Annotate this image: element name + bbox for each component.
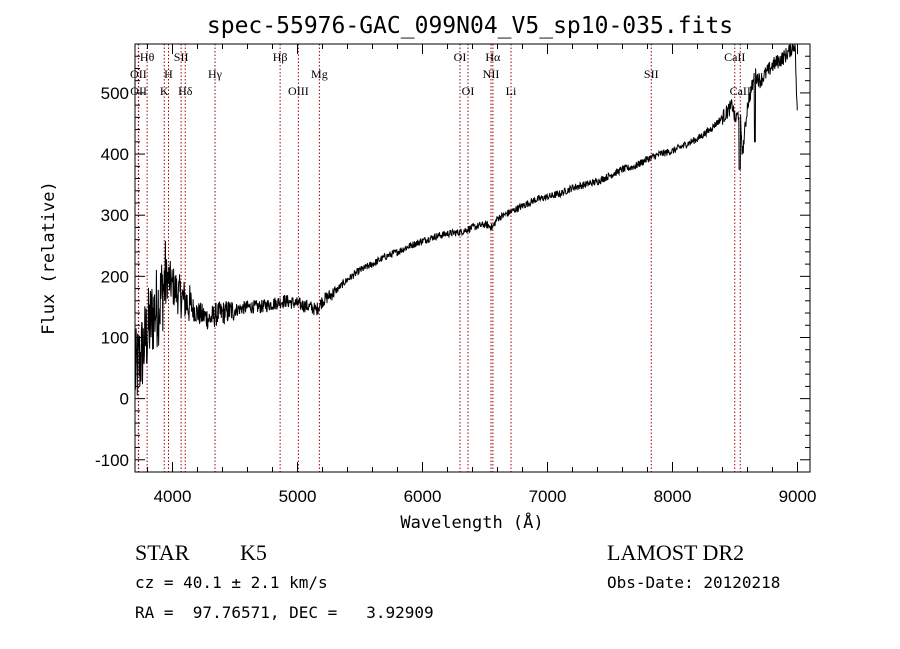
spectrum-chart: spec-55976-GAC_099N04_V5_sp10-035.fits H…: [39, 13, 816, 533]
spectral-line-label-5: SII: [174, 50, 189, 64]
spectral-line-label-8: Hβ: [273, 50, 288, 64]
spectrum-layer: [134, 43, 798, 396]
survey-label: LAMOST DR2: [607, 540, 745, 565]
object-subclass: K5: [240, 540, 267, 565]
obs-date-readout: Obs-Date: 20120218: [607, 573, 781, 592]
spectral-line-label-18: CaII: [730, 84, 751, 98]
x-tick-label-4: 8000: [654, 487, 692, 506]
spectral-line-label-10: Mg: [311, 67, 328, 81]
x-tick-label-3: 7000: [529, 487, 567, 506]
spectral-line-label-13: Hα: [485, 50, 501, 64]
spectral-line-label-4: K: [160, 84, 169, 98]
y-tick-label-2: 100: [101, 328, 129, 347]
spectral-line-label-3: H: [164, 67, 173, 81]
spectral-line-label-16: SII: [644, 67, 659, 81]
spectral-line-label-6: Hδ: [178, 84, 193, 98]
axis-ticks-layer: 4000 5000 6000 7000 8000 9000 -100 0 100 200 300 40…: [95, 44, 816, 506]
object-class: STAR: [135, 540, 190, 565]
y-tick-label-6: 500: [101, 84, 129, 103]
spectral-line-label-9: OIII: [288, 84, 309, 98]
x-tick-label-1: 5000: [279, 487, 317, 506]
x-axis-label: Wavelength (Å): [400, 511, 543, 533]
plot-frame: [134, 43, 811, 473]
spectral-line-label-11: OI: [454, 50, 467, 64]
y-tick-label-5: 400: [101, 145, 129, 164]
coordinates-readout: RA = 97.76571, DEC = 3.92909: [135, 603, 434, 622]
x-tick-label-0: 4000: [154, 487, 192, 506]
redshift-readout: cz = 40.1 ± 2.1 km/s: [135, 573, 328, 592]
spectral-line-label-17: CaII: [724, 50, 745, 64]
chart-title: spec-55976-GAC_099N04_V5_sp10-035.fits: [207, 13, 733, 39]
y-tick-label-4: 300: [101, 206, 129, 225]
y-axis-label: Flux (relative): [39, 181, 59, 335]
spectral-line-label-14: NII: [483, 67, 500, 81]
spectral-line-label-1: OII: [130, 67, 147, 81]
x-tick-label-5: 9000: [779, 487, 817, 506]
spectral-line-label-0: Hθ: [140, 50, 155, 64]
spectrum-line: [134, 43, 798, 396]
spectral-line-label-2: OII: [130, 84, 147, 98]
y-tick-label-1: 0: [120, 390, 129, 409]
spectral-line-label-12: OI: [462, 84, 475, 98]
y-tick-label-3: 200: [101, 267, 129, 286]
y-tick-label-0: -100: [95, 451, 129, 470]
spectral-line-label-7: Hγ: [208, 67, 223, 81]
x-tick-label-2: 6000: [404, 487, 442, 506]
spectral-line-label-15: Li: [506, 84, 517, 98]
